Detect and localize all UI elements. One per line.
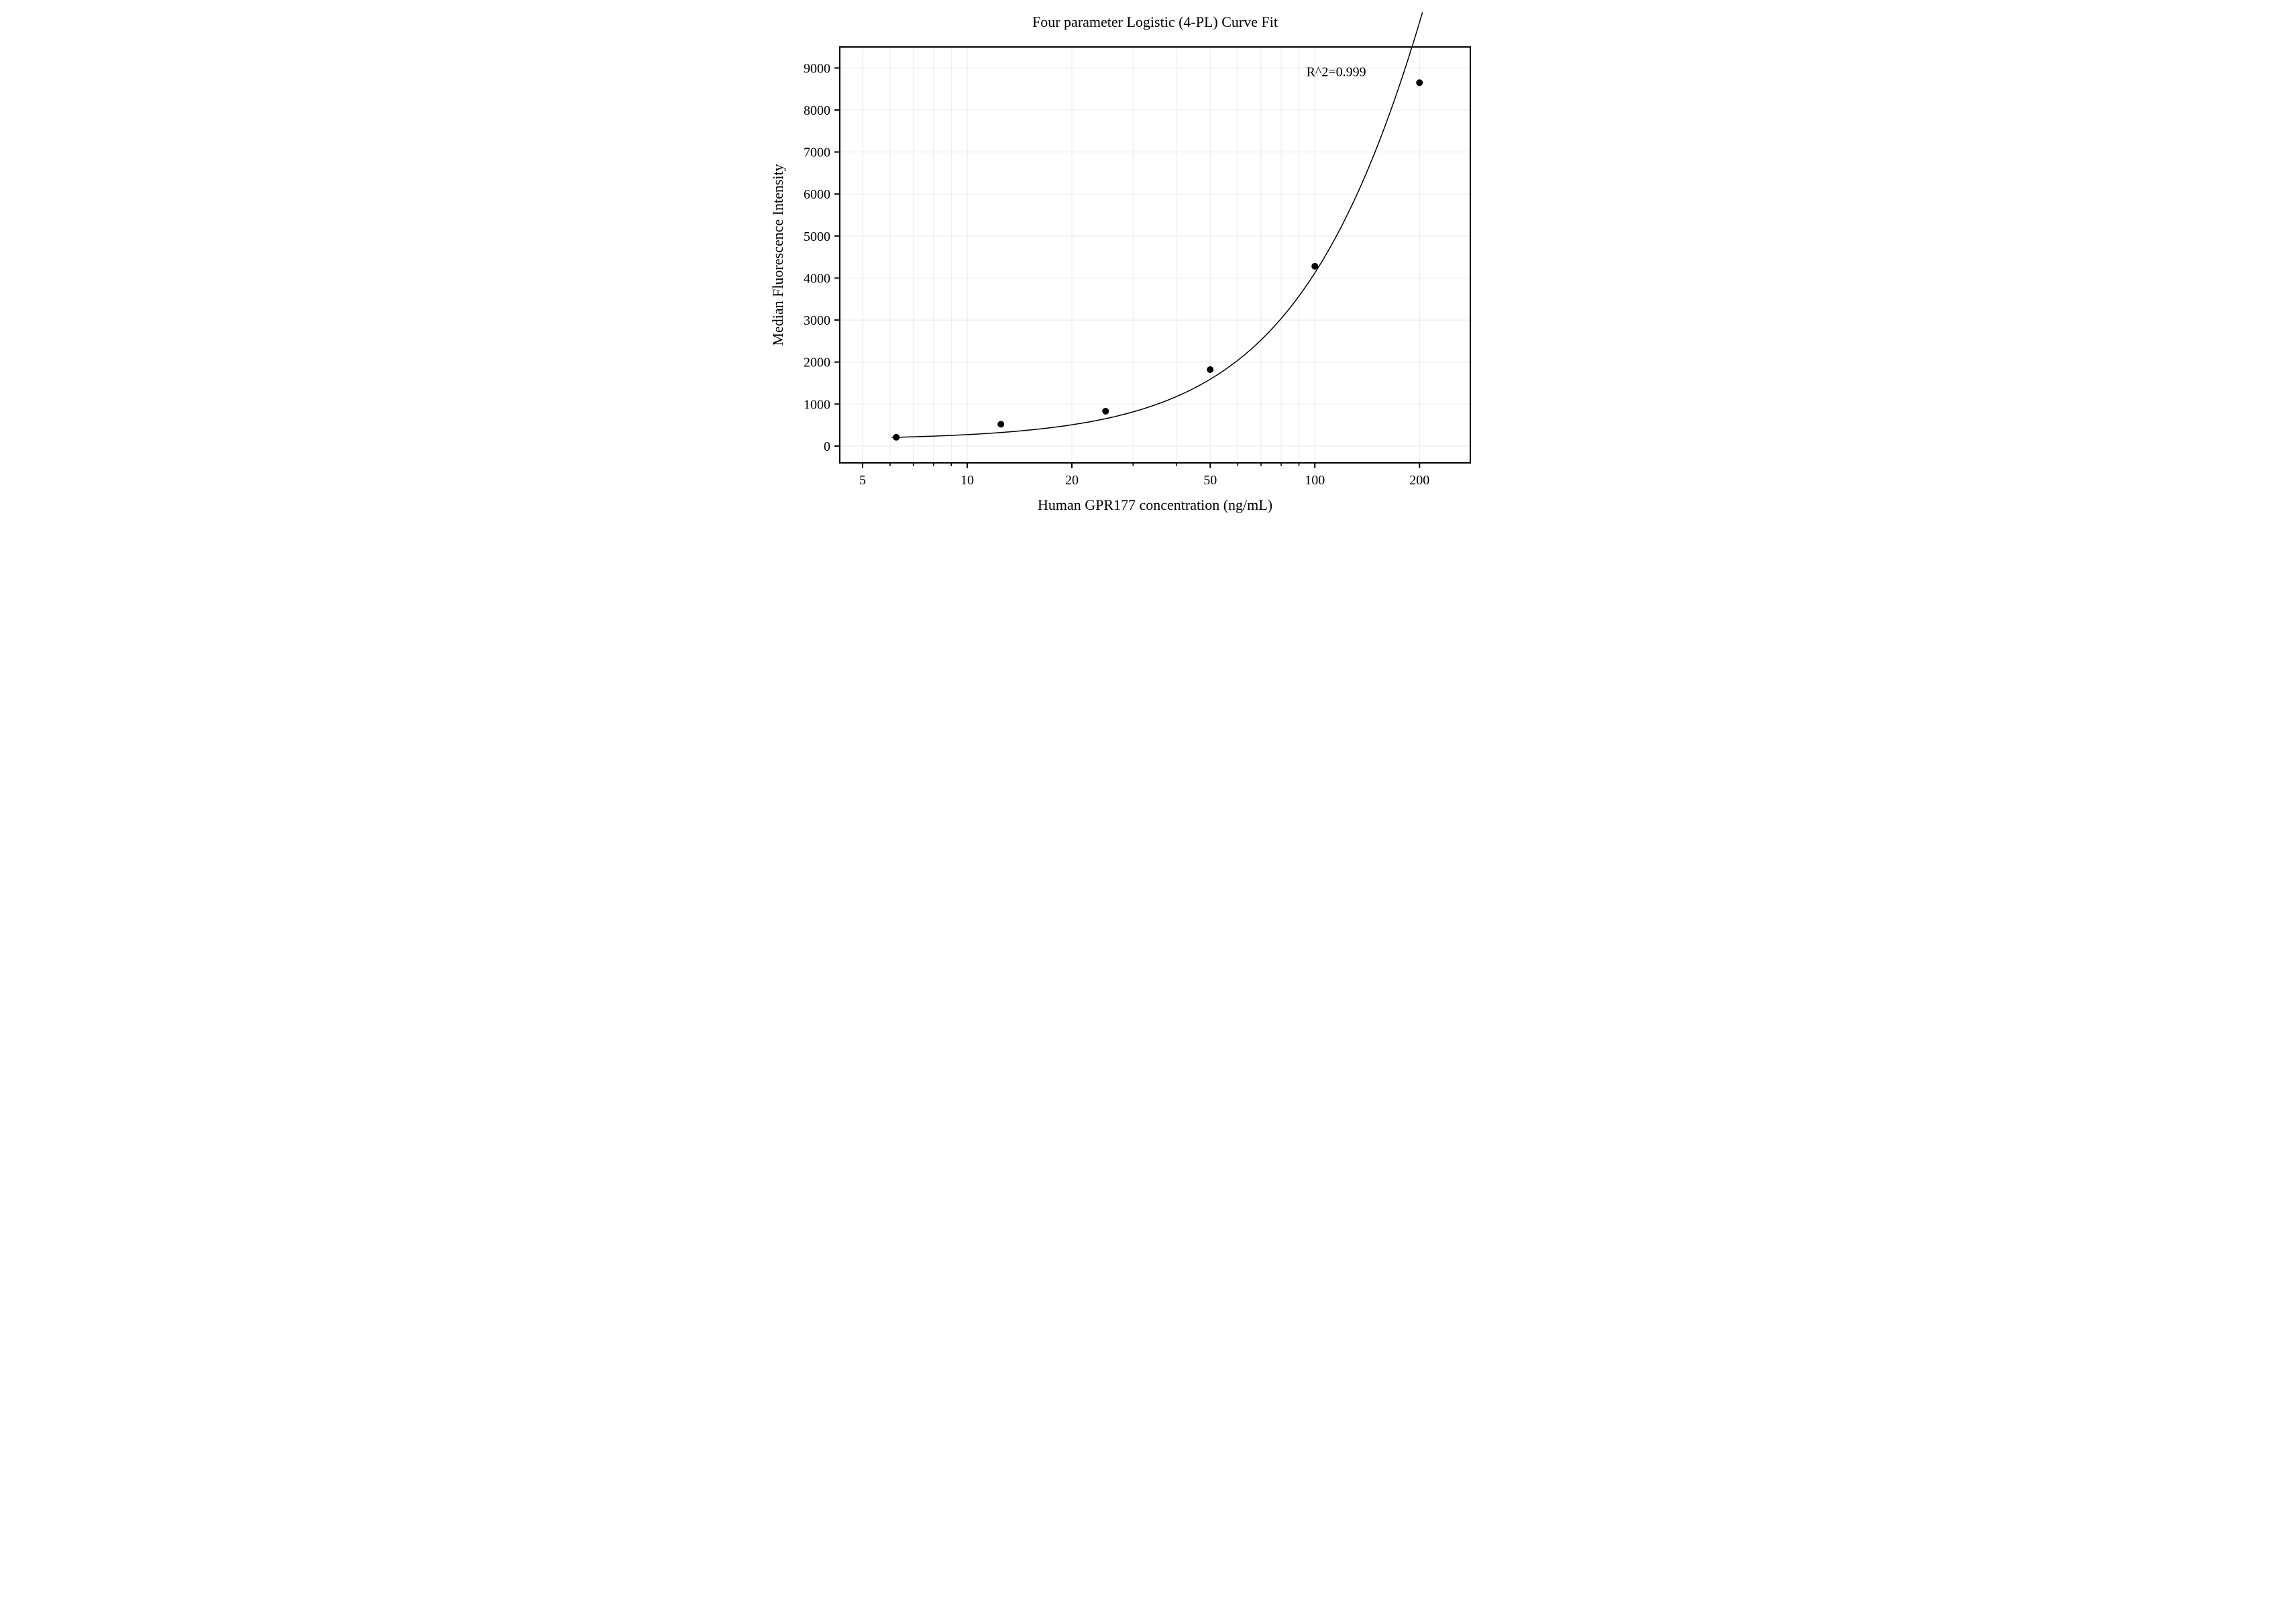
data-point: [893, 434, 899, 441]
x-axis-label: Human GPR177 concentration (ng/mL): [1037, 496, 1272, 513]
y-tick-label: 0: [824, 439, 830, 454]
data-point: [1416, 79, 1423, 86]
x-tick-label: 50: [1203, 473, 1217, 488]
y-tick-label: 7000: [804, 146, 830, 160]
chart-container: 5102050100200010002000300040005000600070…: [746, 0, 1551, 562]
y-tick-label: 5000: [804, 229, 830, 244]
data-point: [1102, 408, 1109, 415]
y-axis-label: Median Fluorescence Intensity: [769, 164, 786, 345]
y-tick-label: 1000: [804, 397, 830, 412]
plot-background: [840, 47, 1470, 463]
y-tick-label: 8000: [804, 103, 830, 118]
x-tick-label: 20: [1064, 473, 1078, 488]
data-point: [1311, 263, 1318, 270]
data-point: [1207, 366, 1213, 373]
r-squared-annotation: R^2=0.999: [1306, 64, 1366, 79]
y-tick-label: 9000: [804, 61, 830, 76]
y-tick-label: 3000: [804, 313, 830, 328]
x-tick-label: 10: [960, 473, 973, 488]
x-tick-label: 200: [1409, 473, 1429, 488]
y-tick-label: 6000: [804, 187, 830, 202]
y-tick-label: 2000: [804, 356, 830, 370]
data-point: [997, 421, 1004, 427]
y-tick-label: 4000: [804, 271, 830, 286]
x-tick-label: 5: [859, 473, 865, 488]
x-tick-label: 100: [1305, 473, 1325, 488]
chart-svg: 5102050100200010002000300040005000600070…: [746, 0, 1551, 562]
chart-title: Four parameter Logistic (4-PL) Curve Fit: [1032, 13, 1278, 30]
